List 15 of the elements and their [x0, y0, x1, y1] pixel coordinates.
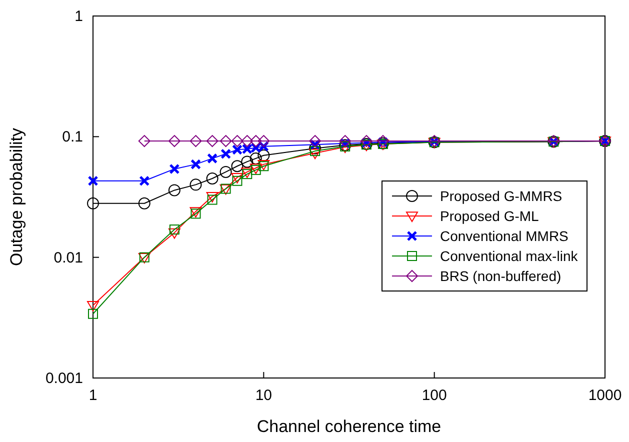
x-tick-label: 100 — [422, 387, 447, 404]
y-axis-title: Outage probability — [7, 128, 26, 266]
legend-label: BRS (non-buffered) — [440, 268, 562, 284]
y-tick-label: 0.001 — [45, 370, 83, 387]
y-tick-label: 0.1 — [62, 128, 83, 146]
y-tick-label: 1 — [74, 8, 83, 25]
legend-label: Conventional MMRS — [440, 228, 568, 244]
y-tick-label: 0.01 — [54, 249, 83, 266]
x-tick-label: 1 — [88, 387, 98, 404]
x-axis-title: Channel coherence time — [256, 417, 442, 436]
x-tick-label: 1000 — [588, 387, 622, 404]
x-tick-label: 10 — [255, 387, 272, 404]
legend-label: Proposed G-MMRS — [440, 188, 562, 204]
legend-label: Proposed G-ML — [440, 208, 540, 224]
legend-label: Conventional max-link — [440, 248, 579, 264]
